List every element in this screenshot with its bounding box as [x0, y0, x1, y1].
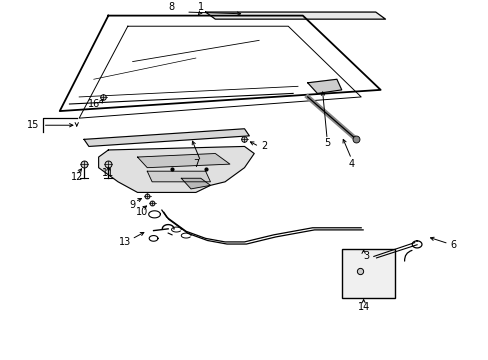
Polygon shape [205, 12, 385, 19]
Bar [341, 249, 394, 298]
Polygon shape [84, 129, 249, 147]
Polygon shape [137, 153, 229, 168]
Text: 14: 14 [357, 302, 369, 312]
Polygon shape [181, 178, 210, 189]
Text: 1: 1 [197, 2, 203, 12]
Text: 10: 10 [136, 207, 148, 217]
Text: 15: 15 [27, 120, 39, 130]
Text: 9: 9 [129, 200, 136, 210]
Text: 11: 11 [102, 168, 114, 178]
Text: 8: 8 [168, 2, 174, 12]
Text: 2: 2 [260, 141, 266, 152]
Text: 3: 3 [362, 251, 368, 261]
Text: 7: 7 [192, 159, 199, 169]
Text: 16: 16 [87, 99, 100, 109]
Text: 4: 4 [347, 159, 354, 169]
Text: 5: 5 [324, 138, 329, 148]
Polygon shape [307, 79, 341, 93]
Polygon shape [147, 171, 210, 182]
Polygon shape [99, 147, 254, 192]
Text: 6: 6 [449, 240, 456, 251]
Text: 12: 12 [70, 171, 83, 181]
Text: 13: 13 [119, 237, 131, 247]
